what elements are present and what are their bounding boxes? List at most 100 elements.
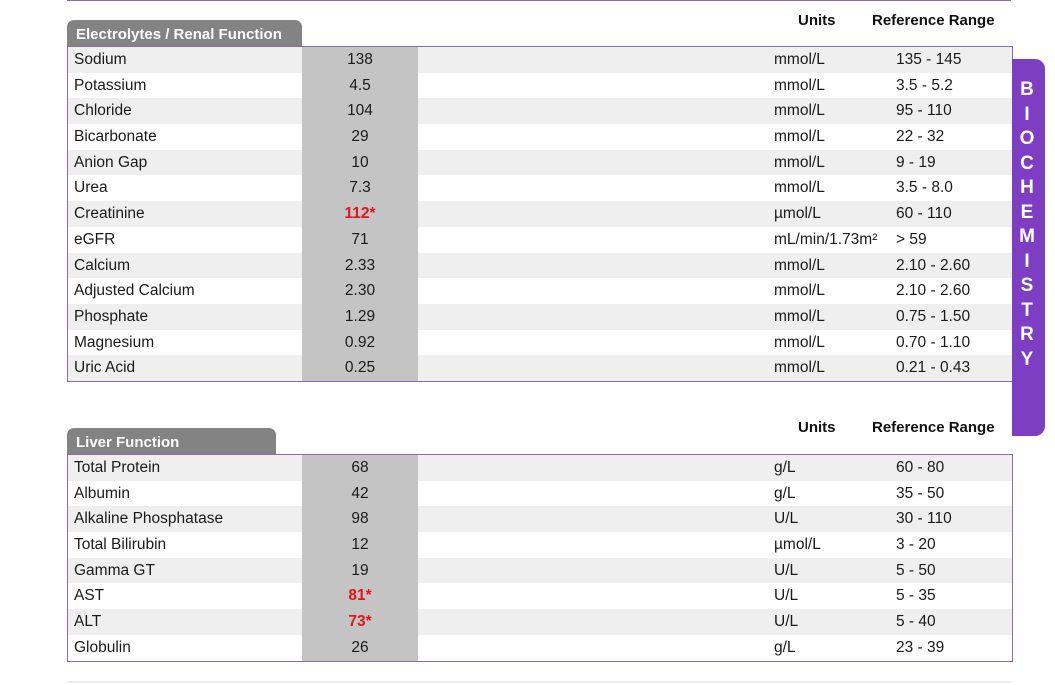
test-name: Gamma GT [74,561,155,579]
table-row: Potassium 4.5 mmol/L 3.5 - 5.2 [68,72,1012,99]
table-row: Adjusted Calcium 2.30 mmol/L 2.10 - 2.60 [68,278,1012,304]
reference-range: 0.75 - 1.50 [896,307,971,325]
result-value: 68 [302,455,418,481]
reference-range: 5 - 40 [896,613,936,631]
reference-range: 30 - 110 [896,510,952,528]
test-name: Adjusted Calcium [74,282,195,300]
electrolytes-table: Sodium 138 mmol/L 135 - 145 Potassium 4.5 mmol… [67,46,1013,382]
unit: g/L [774,459,796,476]
test-name: Creatinine [74,205,145,223]
reference-range-header: Reference Range [872,419,995,436]
unit: mmol/L [774,153,825,171]
side-tab-letter: R [1020,324,1034,345]
reference-range: 0.70 - 1.10 [896,333,971,351]
reference-range-header: Reference Range [872,12,995,29]
unit: g/L [774,638,796,656]
result-value: 1.29 [302,303,418,330]
unit: U/L [774,510,799,528]
result-value: 42 [302,480,418,507]
reference-range: 2.10 - 2.60 [896,282,971,300]
bottom-divider [67,681,1011,683]
result-value: 104 [302,98,418,125]
test-name: Bicarbonate [74,128,157,146]
side-tab-letter: H [1020,177,1034,198]
test-name: Urea [74,179,108,197]
reference-range: 5 - 50 [896,561,936,579]
side-tab-letter: T [1021,299,1033,321]
table-row: Creatinine 112* µmol/L 60 - 110 [68,201,1012,227]
side-tab-letter: I [1024,103,1030,125]
reference-range: 3.5 - 5.2 [896,76,953,94]
test-name: Globulin [74,638,131,656]
table-row: Phosphate 1.29 mmol/L 0.75 - 1.50 [68,303,1012,330]
reference-range: 35 - 50 [896,484,945,502]
section-title: Liver Function [67,428,276,454]
test-name: Sodium [74,51,127,68]
reference-range: 60 - 110 [896,205,952,223]
table-row: Albumin 42 g/L 35 - 50 [68,480,1012,507]
unit: mmol/L [774,179,825,197]
units-header: Units [798,419,836,436]
table-row: Calcium 2.33 mmol/L 2.10 - 2.60 [68,252,1012,279]
table-row: Chloride 104 mmol/L 95 - 110 [68,98,1012,125]
reference-range: > 59 [896,230,927,248]
test-name: AST [74,587,105,605]
table-row: Anion Gap 10 mmol/L 9 - 19 [68,149,1012,176]
table-row: Magnesium 0.92 mmol/L 0.70 - 1.10 [68,329,1012,356]
reference-range: 23 - 39 [896,638,945,656]
test-name: Potassium [74,76,147,94]
side-tab-letter: Y [1020,348,1034,370]
liver-section: Liver Function Units Reference Range Tot… [67,419,1013,664]
unit: mmol/L [774,76,825,94]
unit: mmol/L [774,307,825,325]
reference-range: 5 - 35 [896,587,936,605]
unit: mmol/L [774,282,825,300]
result-value: 2.30 [302,278,418,304]
result-value: 138 [302,47,418,73]
reference-range: 0.21 - 0.43 [896,359,971,377]
test-name: Phosphate [74,307,149,325]
unit: µmol/L [774,536,821,554]
result-value: 29 [302,124,418,150]
unit: µmol/L [774,205,821,223]
unit: U/L [774,561,799,579]
table-row: AST 81* U/L 5 - 35 [68,583,1012,610]
unit: mmol/L [774,128,825,146]
reference-range: 2.10 - 2.60 [896,256,971,274]
test-name: Calcium [74,256,130,274]
result-value: 0.92 [302,329,418,356]
reference-range: 95 - 110 [896,102,952,120]
reference-range: 3 - 20 [896,536,936,554]
test-name: Total Bilirubin [74,536,167,554]
test-name: Total Protein [74,459,161,476]
unit: mmol/L [774,333,825,351]
table-row: Total Bilirubin 12 µmol/L 3 - 20 [68,532,1012,558]
test-name: Anion Gap [74,153,148,171]
test-name: Albumin [74,484,130,502]
result-value: 81* [302,583,418,610]
result-value: 7.3 [302,175,418,202]
unit: mL/min/1.73m² [774,230,878,248]
table-row: Sodium 138 mmol/L 135 - 145 [68,47,1012,73]
unit: mmol/L [774,256,825,274]
table-row: Alkaline Phosphatase 98 U/L 30 - 110 [68,506,1012,533]
test-name: ALT [74,613,102,631]
table-row: Gamma GT 19 U/L 5 - 50 [68,557,1012,584]
table-row: Total Protein 68 g/L 60 - 80 [68,455,1012,481]
unit: U/L [774,613,799,631]
side-tab-letter: O [1019,128,1035,149]
top-divider [67,0,1011,1]
side-tab-letter: C [1020,152,1034,174]
result-value: 19 [302,557,418,584]
table-row: Uric Acid 0.25 mmol/L 0.21 - 0.43 [68,355,1012,381]
result-value: 0.25 [302,355,418,381]
table-row: eGFR 71 mL/min/1.73m² > 59 [68,226,1012,253]
table-row: Bicarbonate 29 mmol/L 22 - 32 [68,124,1012,150]
unit: mmol/L [774,102,825,120]
unit: mmol/L [774,51,825,68]
result-value: 2.33 [302,252,418,279]
electrolytes-section: Electrolytes / Renal Function Units Refe… [67,12,1013,384]
result-value: 73* [302,609,418,635]
